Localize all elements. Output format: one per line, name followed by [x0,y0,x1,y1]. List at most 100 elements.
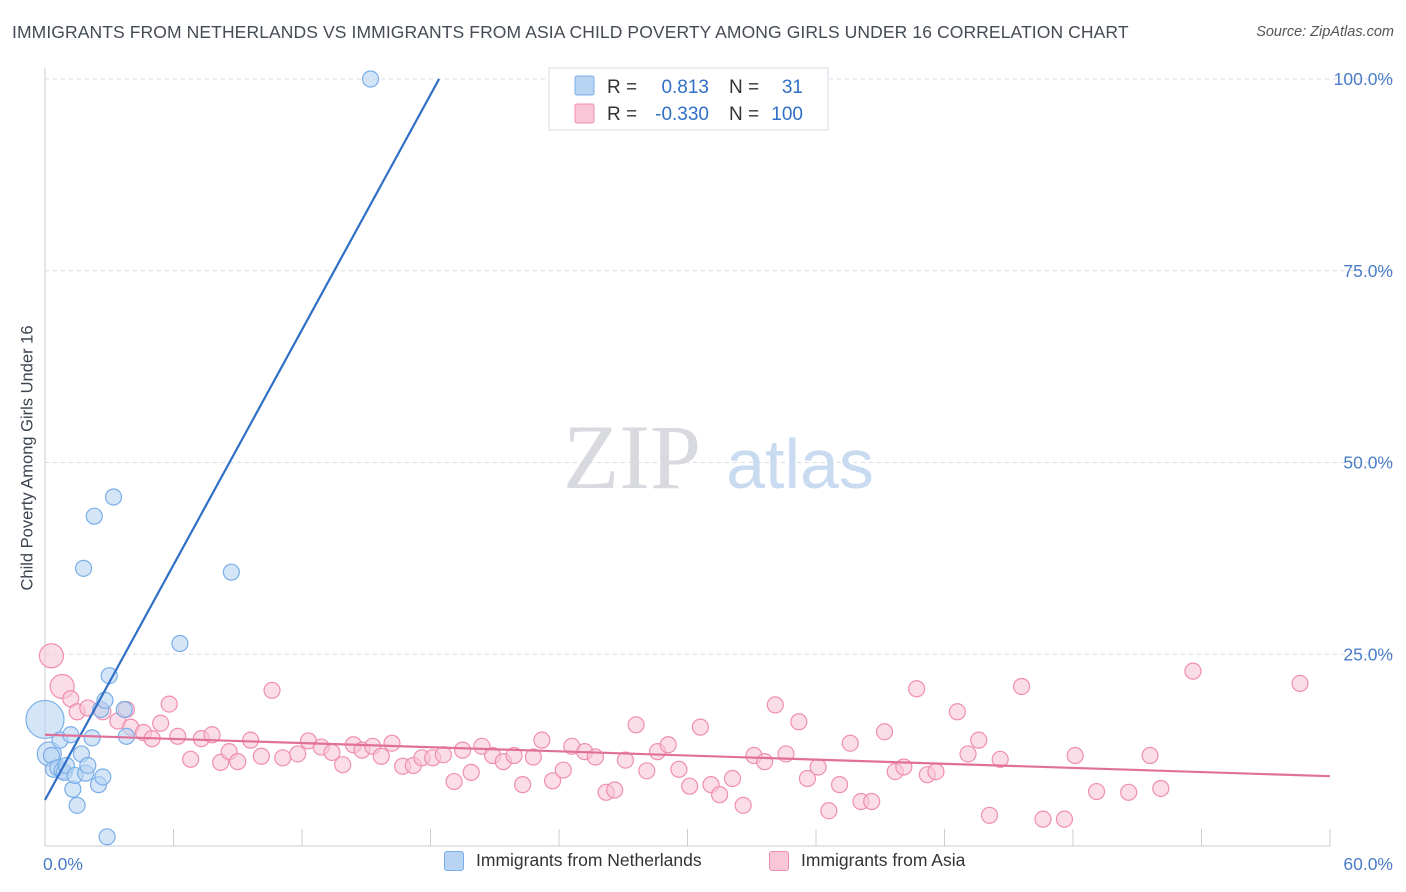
legend-swatch-asia-bottom [769,850,789,871]
asia-point-87 [959,745,977,763]
legend-n-value-asia: 100 [771,104,803,125]
asia-point-65 [711,786,729,804]
asia-point-45 [505,746,523,765]
netherlands-point-12 [68,796,86,814]
asia-point-67 [734,796,752,814]
asia-point-96 [1120,783,1138,801]
asia-point-16 [203,726,221,744]
legend-r-label-asia: R = [607,104,637,125]
y-tick-label-0: 25.0% [1343,644,1393,664]
asia-point-47 [524,748,542,766]
asia-point-80 [875,723,894,741]
asia-point-89 [980,806,999,824]
asia-point-83 [908,680,926,698]
asia-point-69 [755,753,774,771]
netherlands-point-0 [25,699,65,740]
asia-point-41 [462,763,480,781]
asia-point-50 [554,761,572,779]
netherlands-point-25 [104,488,123,506]
asia-point-48 [533,731,551,749]
asia-point-75 [820,802,838,820]
legend-n-label-asia: N = [729,104,759,125]
y-tick-label-1: 50.0% [1343,453,1393,473]
asia-point-77 [841,734,859,752]
asia-point-74 [809,758,827,776]
asia-point-40 [454,741,472,759]
asia-point-66 [723,769,742,788]
asia-point-92 [1034,810,1052,828]
asia-point-88 [970,731,988,749]
asia-point-95 [1087,782,1106,801]
netherlands-point-16 [79,756,97,775]
asia-point-57 [627,716,645,734]
legend-r-value-netherlands: 0.813 [661,77,709,98]
asia-point-94 [1066,746,1084,765]
asia-point-86 [948,703,966,721]
legend-r-label-netherlands: R = [607,77,637,98]
legend-swatch-netherlands [574,75,595,96]
asia-point-98 [1152,779,1170,798]
asia-trend-line [44,733,1331,778]
top-legend: R = 0.813 N = 31 R = -0.330 N = 100 [548,67,829,131]
asia-point-70 [766,696,784,714]
legend-n-label-netherlands: N = [729,77,759,98]
asia-point-99 [1184,662,1202,680]
source-credit: Source: ZipAtlas.com [1256,24,1394,40]
netherlands-point-18 [85,507,103,525]
legend-swatch-asia [574,103,595,124]
asia-point-55 [606,781,624,799]
series-asia-points [38,643,1309,828]
asia-point-58 [638,762,656,780]
tick-labels: 25.0% 50.0% 75.0% 100.0% 0.0% 60.0% [43,69,1393,874]
legend-n-value-netherlands: 31 [782,77,803,98]
asia-point-91 [1012,677,1031,696]
asia-point-60 [659,736,677,754]
netherlands-point-30 [361,70,380,88]
asia-point-85 [927,763,945,781]
netherlands-point-17 [83,729,101,747]
asia-point-76 [830,776,849,794]
asia-point-32 [372,747,390,765]
netherlands-point-21 [94,768,112,786]
legend-item-netherlands[interactable]: Immigrants from Netherlands [444,850,702,871]
asia-point-24 [289,745,307,763]
asia-point-33 [383,734,401,752]
asia-point-12 [160,695,178,713]
netherlands-point-28 [171,634,189,653]
y-tick-label-3: 100.0% [1334,69,1393,89]
netherlands-trend-line [44,78,441,801]
asia-point-63 [691,718,709,736]
watermark-zip: ZIP [563,406,701,508]
x-tick-label-0: 0.0% [43,854,83,874]
asia-point-97 [1141,746,1159,765]
legend-label-asia: Immigrants from Asia [801,850,966,870]
asia-point-19 [229,753,247,771]
asia-point-0 [38,643,65,669]
x-tick-label-1: 60.0% [1343,854,1393,874]
legend-box [548,67,829,131]
asia-point-73 [798,769,817,788]
asia-point-39 [445,772,463,791]
asia-point-13 [169,727,187,745]
asia-point-72 [790,713,808,731]
legend-r-value-asia: -0.330 [655,104,709,125]
gridlines [45,78,1393,655]
legend-swatch-netherlands-bottom [444,850,464,871]
asia-point-100 [1291,674,1309,692]
netherlands-point-23 [98,828,116,846]
netherlands-point-29 [222,563,240,581]
bottom-legend: Immigrants from Netherlands Immigrants f… [0,850,1406,878]
asia-point-11 [152,714,170,732]
asia-point-62 [681,777,699,795]
asia-point-79 [863,792,881,811]
asia-point-38 [434,746,452,764]
legend-label-netherlands: Immigrants from Netherlands [476,850,702,870]
netherlands-point-26 [115,700,133,719]
asia-point-23 [274,749,292,767]
netherlands-point-14 [74,559,93,577]
legend-item-asia[interactable]: Immigrants from Asia [769,850,965,871]
asia-point-49 [543,772,562,790]
asia-point-46 [513,776,532,794]
trend-lines [44,78,1331,801]
